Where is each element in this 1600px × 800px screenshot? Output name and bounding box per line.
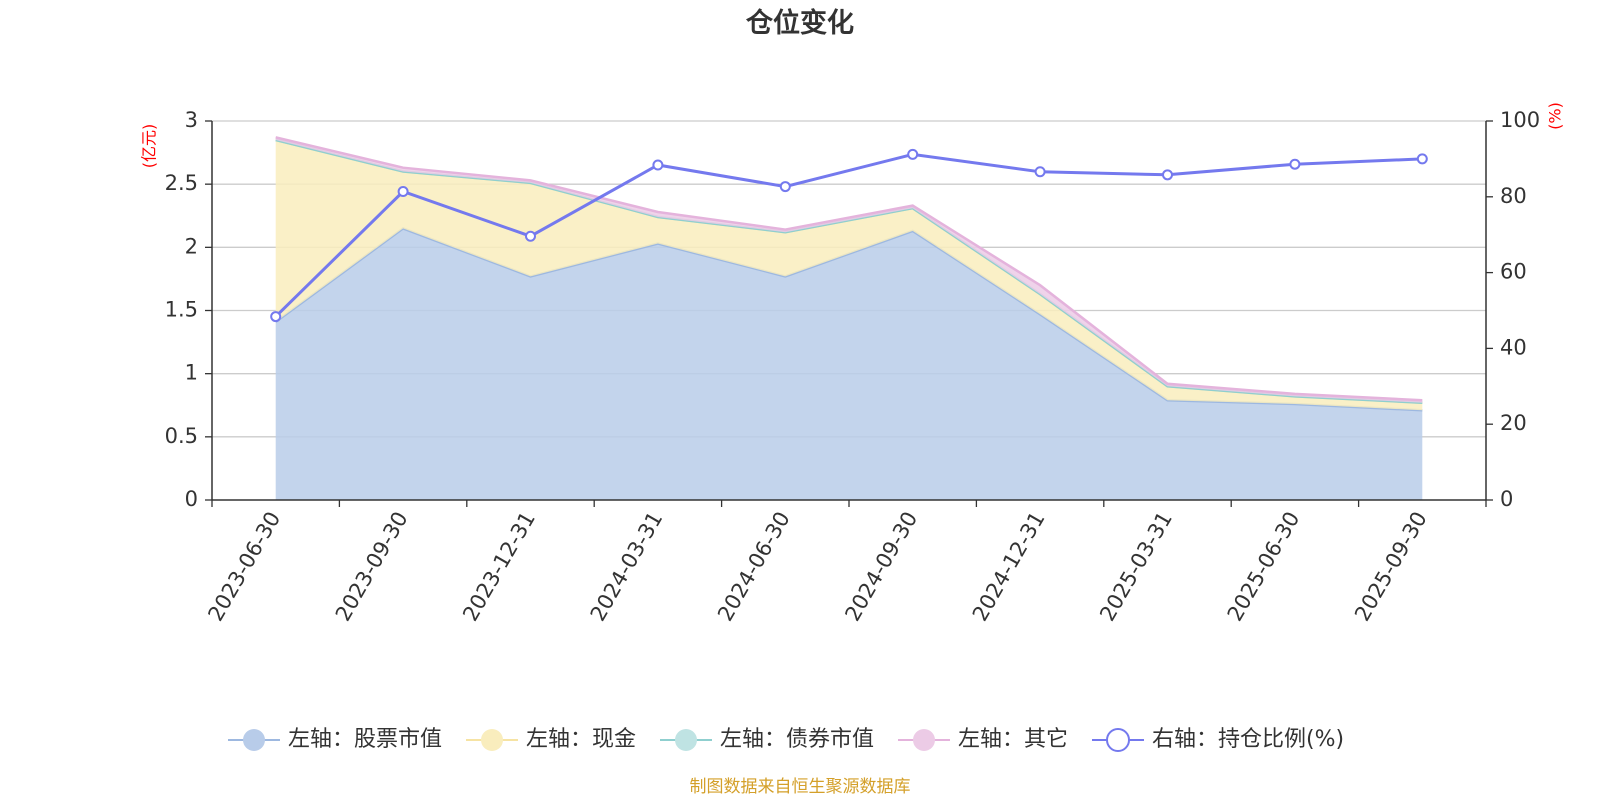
legend-circle-icon [675,729,697,751]
legend-item-2[interactable]: 左轴：债券市值 [660,727,874,752]
ratio-point [652,159,664,171]
left-axis-tick-label: 1.5 [165,298,198,322]
legend-item-1[interactable]: 左轴：现金 [466,727,636,752]
area-edge-3 [275,136,1423,402]
right-axis-tick-label: 20 [1500,411,1527,435]
ratio-point [397,185,409,197]
right-axis-tick-label: 0 [1500,487,1513,511]
stacked-areas [274,136,1423,500]
ratio-line [274,152,1423,318]
left-axis-tick-label: 3 [185,108,198,132]
legend-hollow-circle-icon [1106,728,1130,752]
left-axis-tick-label: 0 [185,487,198,511]
left-axis-tick-label: 1 [185,361,198,385]
ratio-point [1162,169,1173,181]
x-axis-label: 2024-03-31 [586,508,668,626]
legend-label: 右轴：持仓比例(%) [1152,727,1344,752]
legend-item-4[interactable]: 右轴：持仓比例(%) [1092,727,1344,752]
right-axis-tick-label: 80 [1500,184,1527,208]
ratio-line-layer [270,148,1428,323]
legend-circle-icon [481,729,503,751]
chart-title: 仓位变化 [745,7,854,39]
ratio-point [907,148,919,160]
ratio-point [1034,166,1046,178]
ratio-point [1289,158,1301,170]
ratio-point [1416,153,1428,165]
left-axis-tick-label: 0.5 [165,424,198,448]
left-axis-unit: (亿元) [140,124,159,169]
ratio-point [779,181,791,193]
area-0 [275,228,1423,500]
legend-item-0[interactable]: 左轴：股票市值 [228,727,442,752]
legend-label: 左轴：股票市值 [288,727,442,752]
right-axis-tick-label: 60 [1500,260,1527,284]
legend-item-3[interactable]: 左轴：其它 [898,727,1068,752]
area-1 [275,140,1423,411]
x-axis-label: 2025-03-31 [1095,508,1177,626]
x-axis-label: 2024-09-30 [840,507,922,625]
data-source-note: 制图数据来自恒生聚源数据库 [690,777,911,797]
x-axis-label: 2024-12-31 [968,508,1050,626]
legend-label: 左轴：现金 [526,727,636,752]
right-axis-unit: (%) [1546,102,1565,130]
x-axis-label: 2025-09-30 [1350,508,1432,626]
x-axis-label: 2023-12-31 [458,508,540,626]
legend[interactable]: 左轴：股票市值 左轴：现金 左轴：债券市值 左轴：其它 右轴：持仓比例(%) [228,727,1344,752]
ratio-point [525,230,536,242]
x-axis-label: 2024-06-30 [713,508,795,626]
ratio-point [270,311,282,323]
legend-label: 左轴：债券市值 [720,727,874,752]
legend-circle-icon [913,729,935,751]
right-axis-tick-label: 40 [1500,335,1527,359]
x-axis-label: 2025-06-30 [1223,508,1305,626]
x-axis-label: 2023-06-30 [203,508,285,626]
left-axis-tick-label: 2 [185,234,198,258]
left-axis-tick-label: 2.5 [165,171,198,195]
right-axis-tick-label: 100 [1500,108,1540,132]
legend-circle-icon [243,729,265,751]
x-axis-label: 2023-09-30 [331,507,413,625]
legend-label: 左轴：其它 [958,727,1068,752]
